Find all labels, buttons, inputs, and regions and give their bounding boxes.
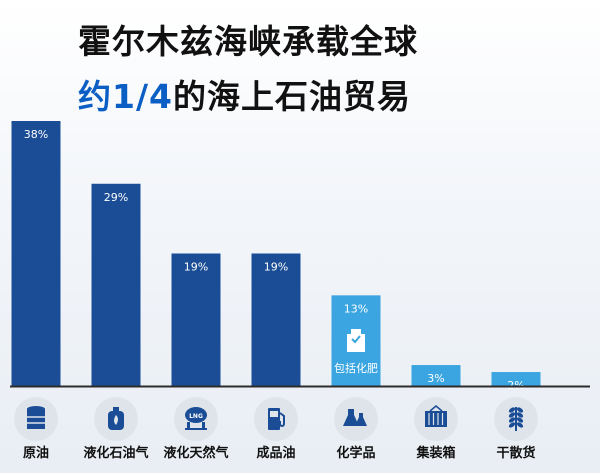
value-label: 38% xyxy=(24,128,48,141)
bar-集装箱 xyxy=(411,365,461,386)
category-label: 液化天然气 xyxy=(163,445,228,461)
value-label: 3% xyxy=(427,372,444,385)
annotation-label: 包括化肥 xyxy=(334,361,378,375)
value-label: 19% xyxy=(264,261,288,274)
category-label: 干散货 xyxy=(496,445,535,461)
bar-干散货 xyxy=(491,372,541,386)
category-label: 成品油 xyxy=(256,445,295,461)
category-label: 集装箱 xyxy=(415,445,455,461)
category-label: 液化石油气 xyxy=(83,445,148,461)
value-label: 13% xyxy=(344,302,368,315)
chart-title-line-1: 霍尔木兹海峡承载全球 xyxy=(78,22,418,61)
title-rest: 的海上石油贸易 xyxy=(172,77,411,116)
container-icon xyxy=(414,397,458,441)
value-label: 19% xyxy=(184,261,208,274)
category-label: 化学品 xyxy=(336,445,375,461)
bar-原油 xyxy=(11,121,61,386)
category-label: 原油 xyxy=(23,445,49,461)
flask-icon xyxy=(334,397,378,441)
svg-text:LNG: LNG xyxy=(189,413,203,420)
fuel-pump-icon xyxy=(254,397,298,441)
lng-tank-icon: LNG xyxy=(174,397,218,441)
oil-barrel-icon xyxy=(14,397,58,441)
bar-液化石油气 xyxy=(91,183,141,386)
value-label: 29% xyxy=(104,191,128,204)
bar-液化天然气 xyxy=(171,253,221,386)
title-highlight: 约1/4 xyxy=(78,77,173,116)
chart-title-line-2: 约1/4的海上石油贸易 xyxy=(78,70,411,118)
wheat-icon xyxy=(494,397,538,441)
fertilizer-bag-icon xyxy=(347,329,365,352)
bar-成品油 xyxy=(251,253,301,386)
gas-cylinder-icon xyxy=(94,397,138,441)
